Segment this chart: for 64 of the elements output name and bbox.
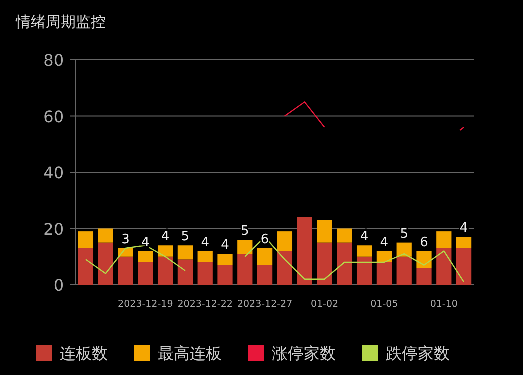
bar [98, 242, 114, 285]
bar [456, 248, 472, 285]
bar [98, 228, 114, 243]
bar [356, 246, 372, 257]
bar [78, 232, 94, 248]
bar [277, 232, 293, 252]
bar [198, 262, 213, 285]
bar [257, 248, 273, 266]
bar [396, 256, 412, 285]
bar [78, 248, 94, 285]
y-tick-label: 0 [54, 276, 64, 295]
bar [277, 251, 293, 285]
y-tick-label: 60 [44, 107, 64, 126]
bar [138, 251, 154, 262]
data-label: 5 [241, 224, 250, 239]
y-tick-label: 20 [44, 220, 64, 239]
bar [178, 260, 194, 285]
data-label: 4 [360, 230, 369, 245]
bar [158, 256, 174, 285]
legend-label: 跌停家数 [386, 344, 450, 363]
data-label: 4 [161, 230, 170, 245]
bar [396, 242, 412, 257]
y-tick-label: 80 [44, 51, 64, 70]
bar [238, 240, 253, 254]
bar [257, 265, 273, 285]
data-label: 5 [400, 226, 408, 242]
x-tick-label: 2023-12-19 [118, 299, 174, 310]
bar [297, 218, 312, 285]
legend-label: 最高连板 [158, 344, 222, 363]
legend-label: 连板数 [60, 344, 108, 363]
bar [218, 254, 233, 266]
legend-label: 涨停家数 [272, 344, 336, 363]
bar [436, 232, 452, 248]
bar [356, 256, 372, 285]
data-label: 4 [221, 238, 230, 254]
bar [337, 228, 352, 243]
data-label: 4 [201, 235, 210, 250]
bar [456, 237, 472, 248]
bar [317, 220, 332, 243]
data-label: 4 [460, 221, 468, 236]
bar [376, 262, 392, 285]
data-label: 3 [122, 232, 130, 248]
bar [178, 246, 194, 260]
x-tick-label: 01-05 [370, 299, 398, 310]
bar [317, 242, 332, 285]
bar [416, 251, 432, 268]
bar [218, 265, 233, 285]
chart-title: 情绪周期监控 [15, 13, 106, 31]
x-tick-label: 2023-12-22 [178, 299, 233, 310]
x-tick-label: 01-02 [310, 299, 339, 310]
bar [118, 256, 134, 285]
bar [416, 268, 432, 285]
bar [337, 242, 352, 285]
data-label: 6 [420, 235, 428, 250]
data-label: 5 [181, 230, 190, 245]
bar [198, 251, 213, 262]
bar [436, 248, 452, 285]
bar [238, 254, 253, 285]
y-tick-label: 40 [44, 164, 64, 182]
x-tick-label: 01-10 [430, 299, 458, 310]
x-tick-label: 2023-12-27 [237, 299, 293, 310]
bar [158, 246, 174, 257]
bar [138, 262, 154, 285]
data-label: 4 [380, 235, 389, 250]
